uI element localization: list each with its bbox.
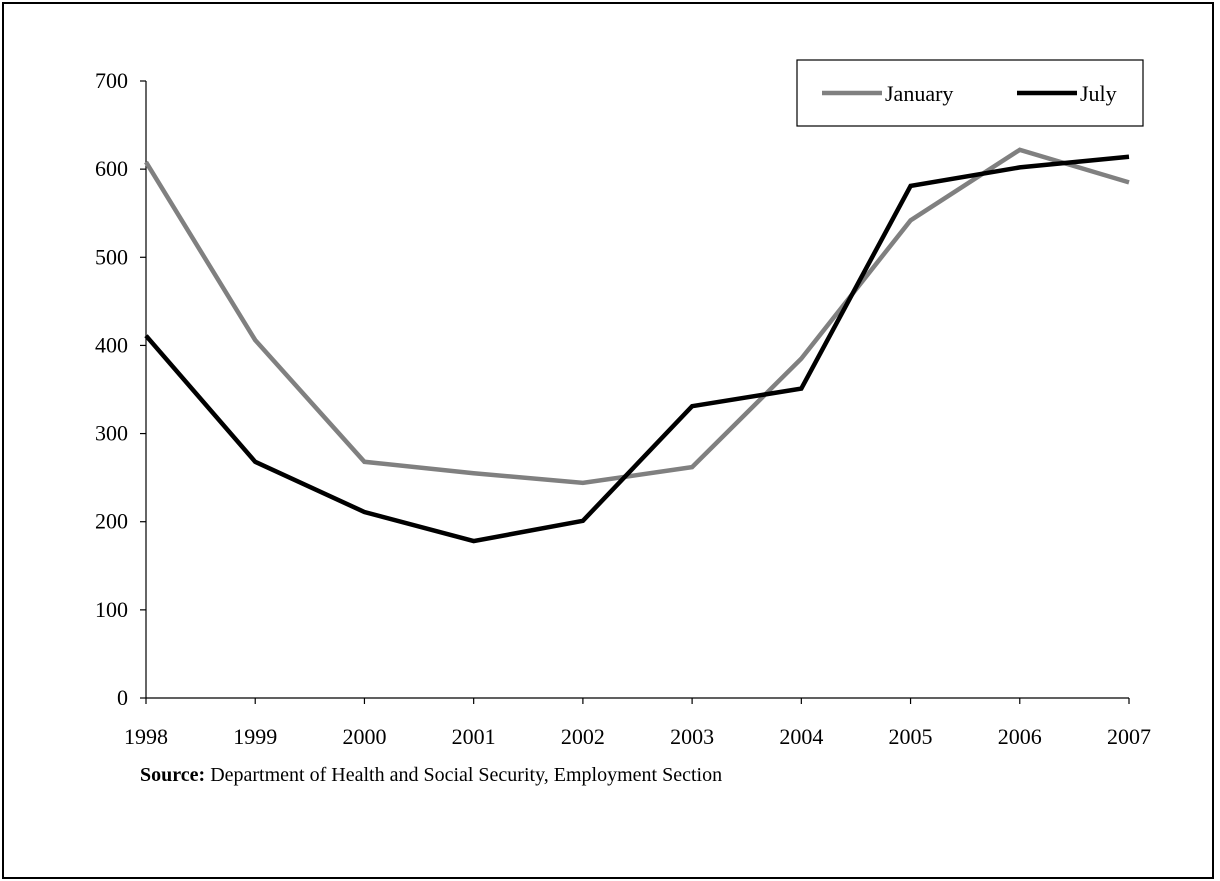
- y-tick-label: 100: [95, 597, 128, 622]
- y-tick-label: 300: [95, 421, 128, 446]
- y-tick-label: 700: [95, 68, 128, 93]
- x-tick-label: 2001: [452, 724, 496, 749]
- x-tick-label: 2000: [342, 724, 386, 749]
- x-tick-label: 2004: [779, 724, 823, 749]
- source-label: Source:: [140, 764, 206, 786]
- y-tick-label: 400: [95, 332, 128, 357]
- series-line-july: [144, 154, 1130, 544]
- x-tick-label: 1999: [233, 724, 277, 749]
- axes: 0 100 200 300 400 500 600 700 1998 1999 2000 2001 20…: [95, 68, 1151, 749]
- y-tick-label: 200: [95, 509, 128, 534]
- source-text: Department of Health and Social Security…: [210, 764, 723, 786]
- x-tick-label: 1998: [124, 724, 168, 749]
- x-tick-label: 2003: [670, 724, 714, 749]
- legend-label-january: January: [885, 81, 953, 106]
- x-tick-label: 2006: [998, 724, 1042, 749]
- legend-label-july: July: [1080, 81, 1117, 106]
- y-tick-label: 0: [117, 685, 128, 710]
- y-tick-label: 500: [95, 244, 128, 269]
- x-tick-label: 2007: [1107, 724, 1151, 749]
- source-note: Source: Department of Health and Social …: [140, 764, 722, 787]
- y-tick-label: 600: [95, 156, 128, 181]
- series-lines: [144, 147, 1130, 544]
- line-chart: 0 100 200 300 400 500 600 700 1998 1999 2000 2001 20…: [95, 59, 1151, 749]
- legend: January July: [796, 59, 1144, 127]
- x-tick-label: 2002: [561, 724, 605, 749]
- series-line-january: [144, 147, 1130, 486]
- x-tick-label: 2005: [889, 724, 933, 749]
